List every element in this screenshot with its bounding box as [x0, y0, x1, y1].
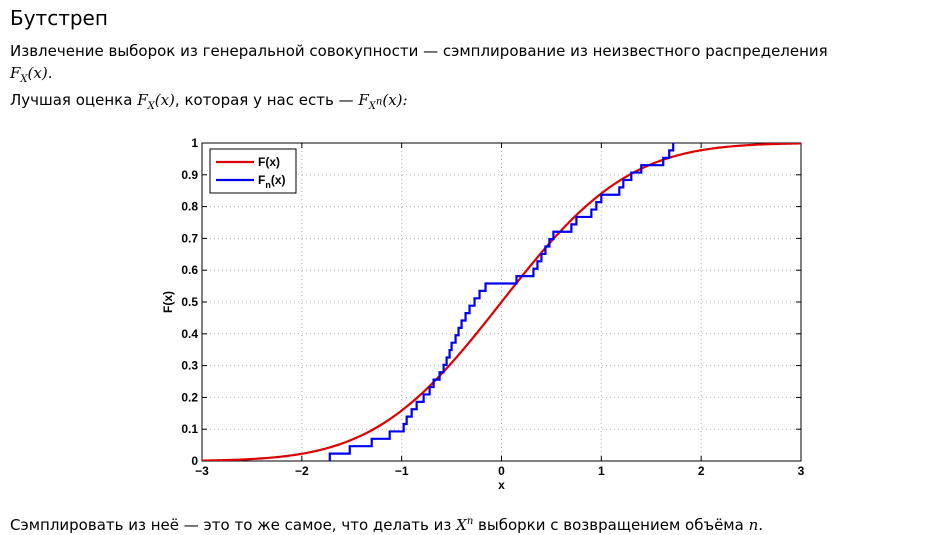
paragraph-3: Сэмплировать из неё — это то же самое, ч…	[10, 512, 763, 535]
x-tick-label: 2	[698, 464, 705, 478]
x-tick-label: −3	[195, 464, 209, 478]
formula-n: n.	[748, 516, 764, 534]
legend-label: Fn(x)	[258, 173, 286, 190]
x-tick-label: −1	[395, 464, 409, 478]
paragraph-1-text: Извлечение выборок из генеральной совоку…	[10, 42, 828, 60]
paragraph-2: Лучшая оценка FX(x), которая у нас есть …	[10, 91, 408, 116]
x-tick-label: 0	[498, 464, 505, 478]
x-tick-label: −2	[295, 464, 309, 478]
y-tick-label: 0.6	[181, 263, 198, 277]
y-axis-label: F(x)	[161, 291, 175, 313]
y-tick-label: 0.4	[181, 327, 198, 341]
x-tick-label: 1	[598, 464, 605, 478]
legend: F(x) Fn(x)	[209, 148, 297, 194]
paragraph-2-middle: , которая у нас есть —	[174, 91, 354, 109]
cdf-chart: −3 −2 −1 0 1 2 3 0 0.1 0.2 0.3 0.4 0.5 0.6 0.7 0.8 0.9 1 x…	[161, 136, 805, 492]
formula-xn: Xn	[456, 516, 474, 534]
series-ecdf-line	[328, 143, 675, 461]
y-tick-label: 0.9	[181, 168, 198, 182]
x-tick-label: 3	[798, 464, 805, 478]
series-layer	[202, 143, 801, 461]
formula-fxn: FXn(x):	[358, 91, 408, 112]
y-tick-label: 0.8	[181, 200, 198, 214]
legend-label: F(x)	[258, 155, 280, 169]
formula-fx: FX(x).	[10, 64, 53, 85]
axes: −3 −2 −1 0 1 2 3 0 0.1 0.2 0.3 0.4 0.5 0.6 0.7 0.8 0.9 1 x…	[161, 136, 805, 492]
formula-fx-2: FX(x)	[137, 91, 175, 112]
y-tick-label: 1	[191, 136, 198, 150]
paragraph-3-middle: выборки с возвращением объёма	[478, 516, 744, 534]
paragraph-2-prefix: Лучшая оценка	[10, 91, 133, 109]
y-tick-label: 0.2	[181, 390, 198, 404]
paragraph-1-formula: FX(x).	[10, 64, 52, 89]
y-tick-label: 0.7	[181, 231, 198, 245]
paragraph-1: Извлечение выборок из генеральной совоку…	[10, 42, 828, 61]
x-axis-label: x	[498, 478, 505, 492]
y-tick-label: 0.5	[181, 295, 198, 309]
y-tick-label: 0.3	[181, 359, 198, 373]
plot-frame	[201, 142, 802, 462]
series-cdf-line	[202, 143, 801, 461]
slide-title: Бутстреп	[10, 6, 108, 30]
legend-box	[209, 148, 297, 194]
y-tick-label: 0	[191, 454, 198, 468]
y-tick-label: 0.1	[181, 422, 198, 436]
paragraph-3-prefix: Сэмплировать из неё — это то же самое, ч…	[10, 516, 452, 534]
